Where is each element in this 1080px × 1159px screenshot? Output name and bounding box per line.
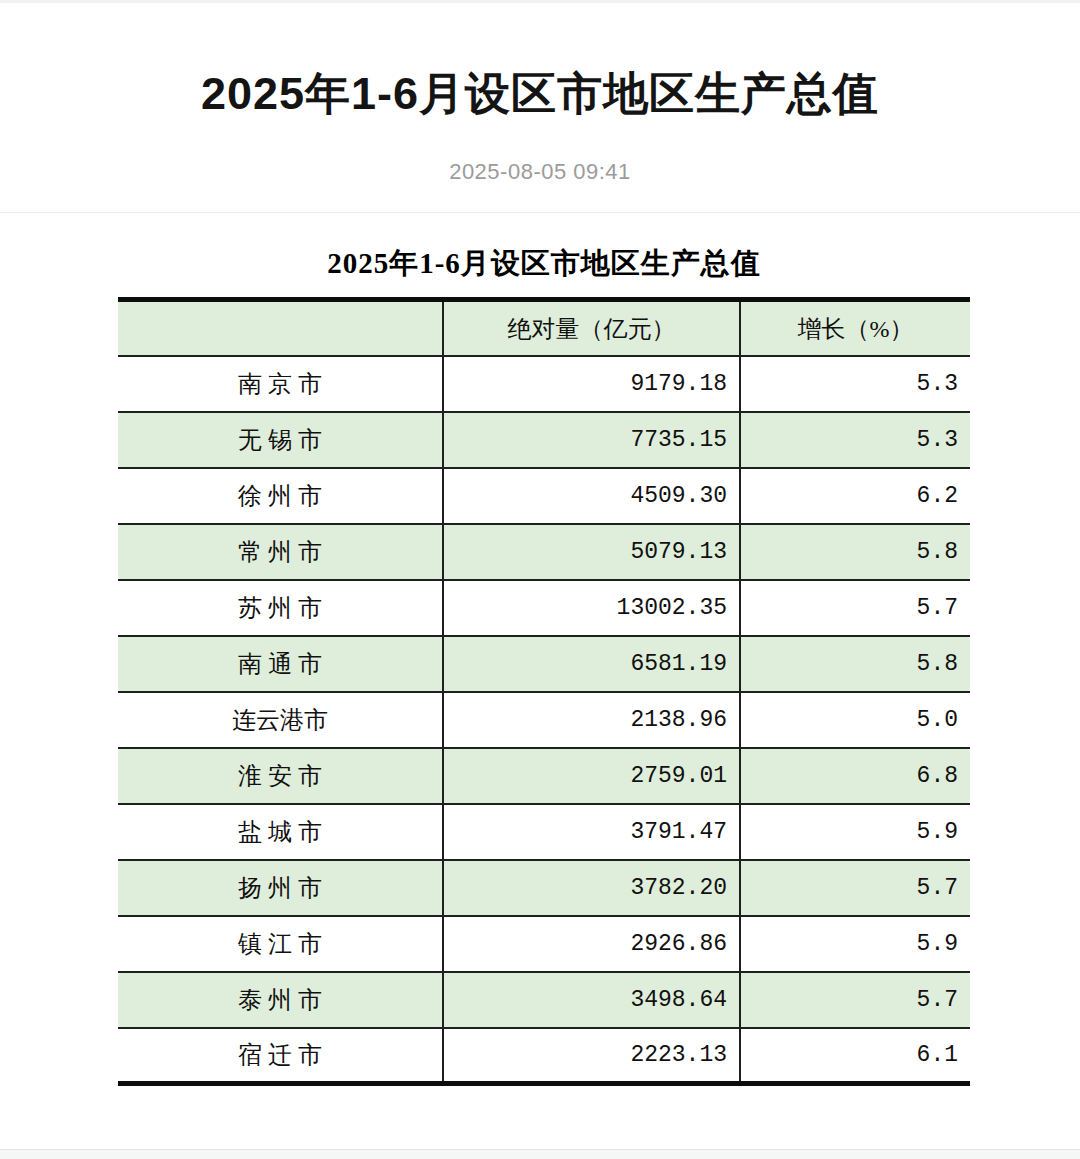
column-header-growth: 增长（%） bbox=[740, 300, 970, 356]
city-cell: 南 京 市 bbox=[118, 356, 443, 412]
city-cell: 苏 州 市 bbox=[118, 580, 443, 636]
table-title: 2025年1-6月设区市地区生产总值 bbox=[118, 244, 970, 284]
city-cell: 扬 州 市 bbox=[118, 860, 443, 916]
absolute-value-cell: 2926.86 bbox=[443, 916, 740, 972]
growth-value-cell: 5.0 bbox=[740, 692, 970, 748]
table-row: 扬 州 市 3782.20 5.7 bbox=[118, 860, 970, 916]
table-row: 宿 迁 市 2223.13 6.1 bbox=[118, 1028, 970, 1084]
table-row: 镇 江 市 2926.86 5.9 bbox=[118, 916, 970, 972]
table-row: 南 通 市 6581.19 5.8 bbox=[118, 636, 970, 692]
absolute-value-cell: 2223.13 bbox=[443, 1028, 740, 1084]
absolute-value-cell: 3791.47 bbox=[443, 804, 740, 860]
table-row: 苏 州 市 13002.35 5.7 bbox=[118, 580, 970, 636]
table-row: 常 州 市 5079.13 5.8 bbox=[118, 524, 970, 580]
table-header-row: 绝对量（亿元） 增长（%） bbox=[118, 300, 970, 356]
absolute-value-cell: 3498.64 bbox=[443, 972, 740, 1028]
growth-value-cell: 6.2 bbox=[740, 468, 970, 524]
growth-value-cell: 5.7 bbox=[740, 972, 970, 1028]
city-cell: 南 通 市 bbox=[118, 636, 443, 692]
city-cell: 镇 江 市 bbox=[118, 916, 443, 972]
absolute-value-cell: 7735.15 bbox=[443, 412, 740, 468]
page-title: 2025年1-6月设区市地区生产总值 bbox=[0, 69, 1080, 119]
absolute-value-cell: 2138.96 bbox=[443, 692, 740, 748]
city-cell: 徐 州 市 bbox=[118, 468, 443, 524]
growth-value-cell: 5.8 bbox=[740, 524, 970, 580]
growth-value-cell: 5.7 bbox=[740, 580, 970, 636]
growth-value-cell: 6.1 bbox=[740, 1028, 970, 1084]
city-cell: 泰 州 市 bbox=[118, 972, 443, 1028]
growth-value-cell: 5.9 bbox=[740, 916, 970, 972]
gdp-table: 绝对量（亿元） 增长（%） 南 京 市 9179.18 5.3 无 锡 市 77… bbox=[118, 297, 970, 1086]
growth-value-cell: 5.9 bbox=[740, 804, 970, 860]
table-row: 无 锡 市 7735.15 5.3 bbox=[118, 412, 970, 468]
page-root: { "page": { "title": "2025年1-6月设区市地区生产总值… bbox=[0, 0, 1080, 1159]
absolute-value-cell: 4509.30 bbox=[443, 468, 740, 524]
growth-value-cell: 6.8 bbox=[740, 748, 970, 804]
absolute-value-cell: 3782.20 bbox=[443, 860, 740, 916]
absolute-value-cell: 13002.35 bbox=[443, 580, 740, 636]
city-cell: 无 锡 市 bbox=[118, 412, 443, 468]
absolute-value-cell: 5079.13 bbox=[443, 524, 740, 580]
column-header-city bbox=[118, 300, 443, 356]
table-row: 淮 安 市 2759.01 6.8 bbox=[118, 748, 970, 804]
page-footer-strip bbox=[0, 1149, 1080, 1159]
city-cell: 淮 安 市 bbox=[118, 748, 443, 804]
table-section: 2025年1-6月设区市地区生产总值 绝对量（亿元） 增长（%） 南 京 市 9… bbox=[0, 213, 1080, 1086]
growth-value-cell: 5.3 bbox=[740, 412, 970, 468]
absolute-value-cell: 6581.19 bbox=[443, 636, 740, 692]
table-row: 盐 城 市 3791.47 5.9 bbox=[118, 804, 970, 860]
city-cell: 常 州 市 bbox=[118, 524, 443, 580]
city-cell: 宿 迁 市 bbox=[118, 1028, 443, 1084]
absolute-value-cell: 2759.01 bbox=[443, 748, 740, 804]
table-row: 连云港市 2138.96 5.0 bbox=[118, 692, 970, 748]
growth-value-cell: 5.3 bbox=[740, 356, 970, 412]
table-row: 泰 州 市 3498.64 5.7 bbox=[118, 972, 970, 1028]
table-row: 南 京 市 9179.18 5.3 bbox=[118, 356, 970, 412]
city-cell: 连云港市 bbox=[118, 692, 443, 748]
absolute-value-cell: 9179.18 bbox=[443, 356, 740, 412]
article-header: 2025年1-6月设区市地区生产总值 2025-08-05 09:41 bbox=[0, 3, 1080, 213]
column-header-absolute: 绝对量（亿元） bbox=[443, 300, 740, 356]
table-row: 徐 州 市 4509.30 6.2 bbox=[118, 468, 970, 524]
growth-value-cell: 5.7 bbox=[740, 860, 970, 916]
growth-value-cell: 5.8 bbox=[740, 636, 970, 692]
city-cell: 盐 城 市 bbox=[118, 804, 443, 860]
publish-date: 2025-08-05 09:41 bbox=[0, 159, 1080, 185]
